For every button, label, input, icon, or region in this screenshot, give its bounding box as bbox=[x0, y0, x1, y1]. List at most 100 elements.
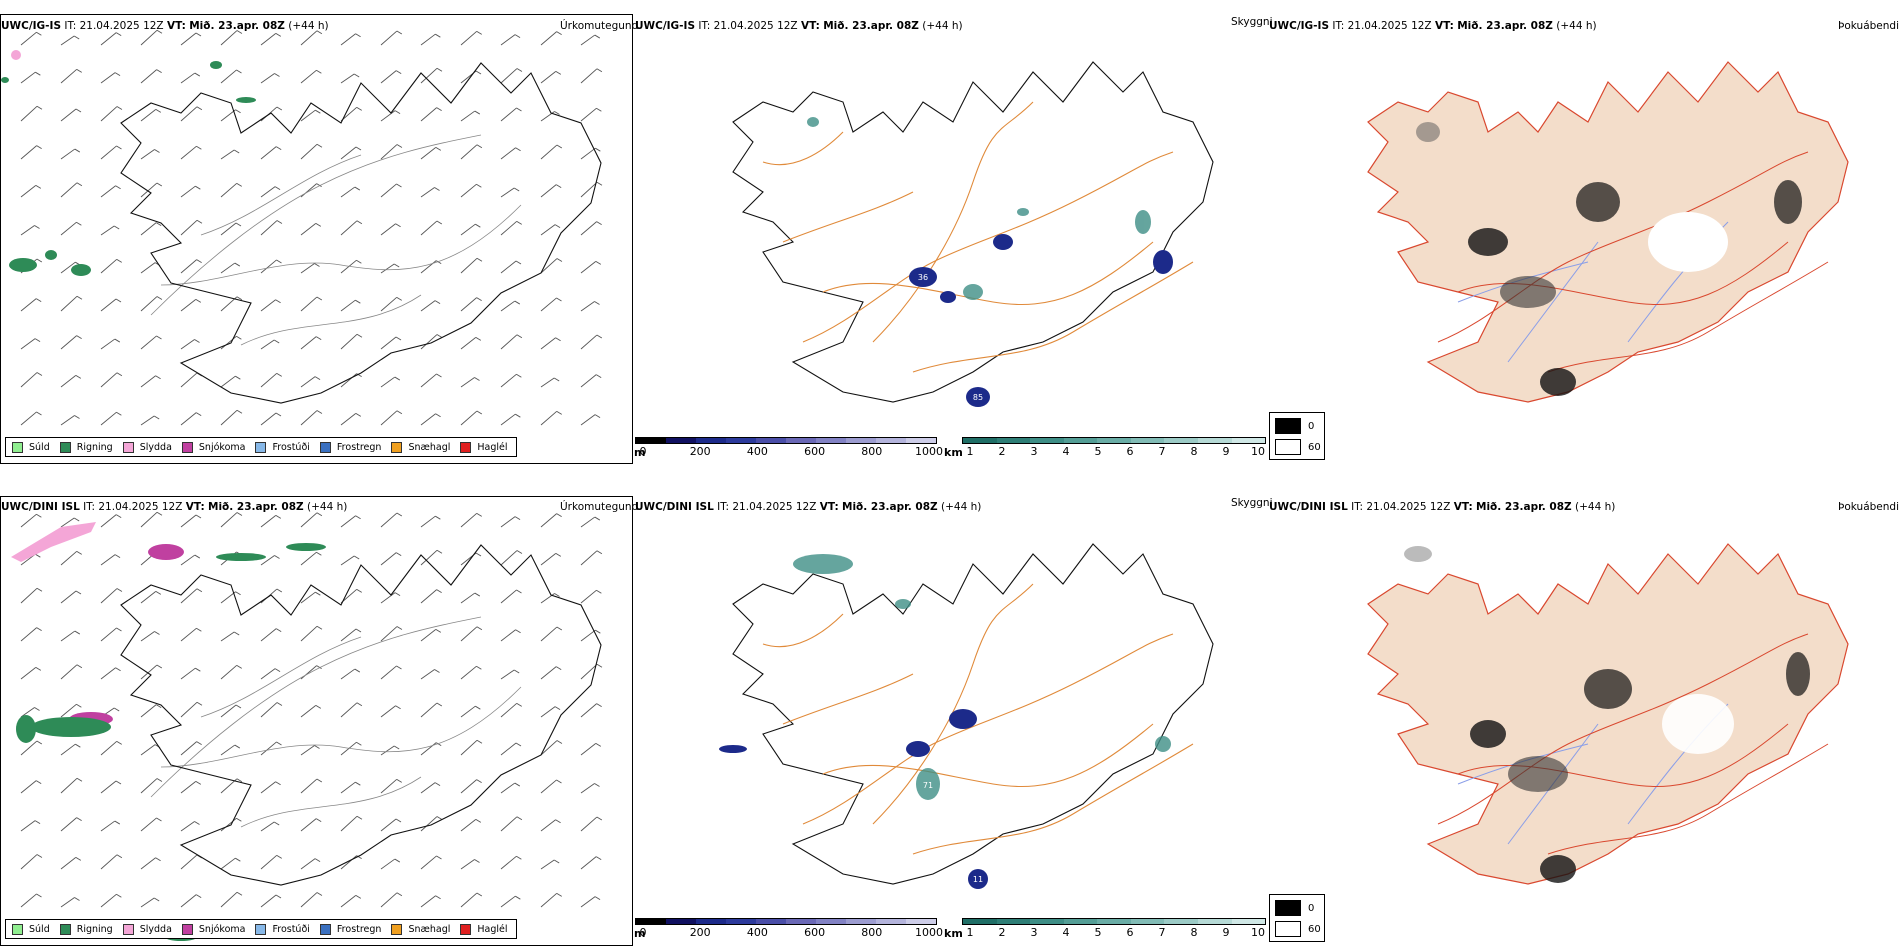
wind-barb-flag bbox=[395, 705, 401, 710]
wind-barb bbox=[300, 892, 318, 908]
wind-barb-flag bbox=[275, 781, 281, 786]
precip-legend-swatch bbox=[460, 923, 472, 935]
wind-barb bbox=[380, 144, 398, 160]
wind-barb-flag bbox=[236, 296, 243, 301]
wind-barb bbox=[300, 410, 318, 426]
wind-barb-flag bbox=[34, 707, 40, 711]
colorbar-tick-label: 4 bbox=[1062, 445, 1070, 458]
wind-barb bbox=[220, 182, 238, 198]
wind-barb-flag bbox=[396, 665, 402, 670]
wind-barb-flag bbox=[315, 223, 322, 227]
wind-barb-flag bbox=[596, 334, 603, 339]
wind-barb bbox=[500, 855, 517, 870]
wind-barb bbox=[460, 819, 477, 832]
wind-barb bbox=[20, 854, 38, 870]
wind-barb-flag bbox=[236, 335, 242, 340]
wind-barb bbox=[380, 665, 397, 680]
wind-barb bbox=[20, 71, 36, 84]
wind-barb bbox=[500, 702, 518, 718]
colorbar-tick-label: 0 bbox=[639, 445, 647, 458]
fog-map-row2 bbox=[1367, 543, 1849, 885]
wind-barb-flag bbox=[233, 149, 240, 154]
wind-barb-flag bbox=[435, 33, 441, 38]
precip-legend-item: Frostregn bbox=[319, 441, 381, 453]
wind-barb-flag bbox=[116, 740, 122, 745]
wind-barb bbox=[100, 780, 117, 794]
wind-barb-flag bbox=[76, 182, 83, 187]
wind-barb bbox=[500, 187, 515, 198]
precip-legend-item: Slydda bbox=[122, 923, 172, 935]
wind-barb-flag bbox=[36, 587, 43, 592]
wind-barb-flag bbox=[36, 145, 42, 150]
precip-legend-swatch bbox=[255, 441, 267, 453]
fog-index-shading-row1 bbox=[1416, 122, 1802, 396]
wind-barb bbox=[140, 744, 156, 756]
precip-legend-label: Rigning bbox=[76, 441, 113, 453]
iceland-coastline-vis-row1 bbox=[732, 61, 1214, 403]
panel-type-fog-row1: Þokuábendi bbox=[1838, 20, 1899, 32]
wind-barb-flag bbox=[196, 701, 203, 706]
wind-barb-flag bbox=[435, 515, 441, 520]
fog-max-swatch bbox=[1275, 921, 1301, 937]
wind-barb-flag bbox=[276, 854, 282, 859]
low-cloud-label-b-row2: 11 bbox=[973, 875, 983, 884]
wind-barb-flag bbox=[275, 412, 282, 417]
wind-barb-flag bbox=[395, 818, 402, 823]
wind-barb bbox=[380, 296, 398, 312]
wind-barb bbox=[140, 222, 157, 236]
colorbar-tick-label: 8 bbox=[1190, 926, 1198, 939]
wind-barb-flag bbox=[274, 555, 280, 559]
wind-barb bbox=[260, 299, 276, 312]
wind-barb-flag bbox=[276, 220, 283, 224]
colorbar-tick-label: 7 bbox=[1158, 445, 1166, 458]
wind-barb-flag bbox=[196, 106, 203, 111]
wind-barb-flag bbox=[76, 68, 82, 73]
road-network-row1 bbox=[150, 134, 522, 346]
precip-legend-swatch bbox=[181, 441, 193, 453]
wind-barb-flag bbox=[114, 820, 121, 825]
wind-barb bbox=[260, 259, 277, 274]
wind-barb bbox=[340, 702, 358, 718]
wind-barb bbox=[180, 339, 195, 350]
wind-barb-flag bbox=[436, 220, 443, 225]
wind-barb bbox=[100, 372, 118, 388]
wind-barb-flag bbox=[234, 262, 241, 267]
colorbar-tick-label: 1 bbox=[966, 926, 974, 939]
wind-barb bbox=[540, 410, 558, 426]
wind-barb bbox=[260, 894, 277, 908]
wind-barb-flag bbox=[155, 704, 162, 709]
colorbar-segment bbox=[963, 438, 997, 443]
visibility-areas-row1 bbox=[807, 117, 1151, 300]
wind-barb-flag bbox=[36, 513, 42, 518]
wind-barb-flag bbox=[356, 741, 362, 746]
wind-barb-flag bbox=[476, 30, 482, 35]
wind-barb bbox=[420, 107, 437, 122]
wind-barb-flag bbox=[356, 588, 362, 593]
colorbar-segment bbox=[666, 919, 696, 924]
wind-barb-flag bbox=[353, 555, 360, 560]
wind-barb bbox=[220, 335, 237, 350]
wind-barb-flag bbox=[355, 33, 361, 38]
wind-barb bbox=[60, 630, 76, 642]
colorbar-segment bbox=[726, 438, 756, 443]
wind-barb-flag bbox=[76, 703, 82, 708]
wind-barb bbox=[220, 149, 235, 160]
wind-barb bbox=[580, 629, 596, 642]
wind-barb bbox=[60, 703, 77, 718]
colorbar-segment bbox=[1030, 438, 1064, 443]
panel-header-precip-row1: UWC/IG-IS IT: 21.04.2025 12Z VT: Mið. 23… bbox=[1, 20, 329, 32]
wind-barb-flag bbox=[596, 181, 603, 186]
wind-barb-flag bbox=[554, 224, 561, 229]
colorbar-tick-label: 600 bbox=[804, 926, 826, 939]
wind-barb bbox=[460, 859, 475, 870]
wind-barb-flag bbox=[276, 588, 283, 593]
wind-barb-flag bbox=[475, 819, 482, 823]
wind-barb bbox=[500, 816, 518, 832]
fog-panel-row1 bbox=[1268, 14, 1900, 464]
wind-barb bbox=[340, 815, 358, 832]
wind-barb-flag bbox=[75, 857, 82, 861]
iceland-coastline-row2 bbox=[120, 544, 602, 886]
wind-barb bbox=[220, 591, 236, 604]
precip-legend-label: Frostúði bbox=[272, 923, 310, 935]
colorbar-tick-label: 800 bbox=[861, 445, 883, 458]
